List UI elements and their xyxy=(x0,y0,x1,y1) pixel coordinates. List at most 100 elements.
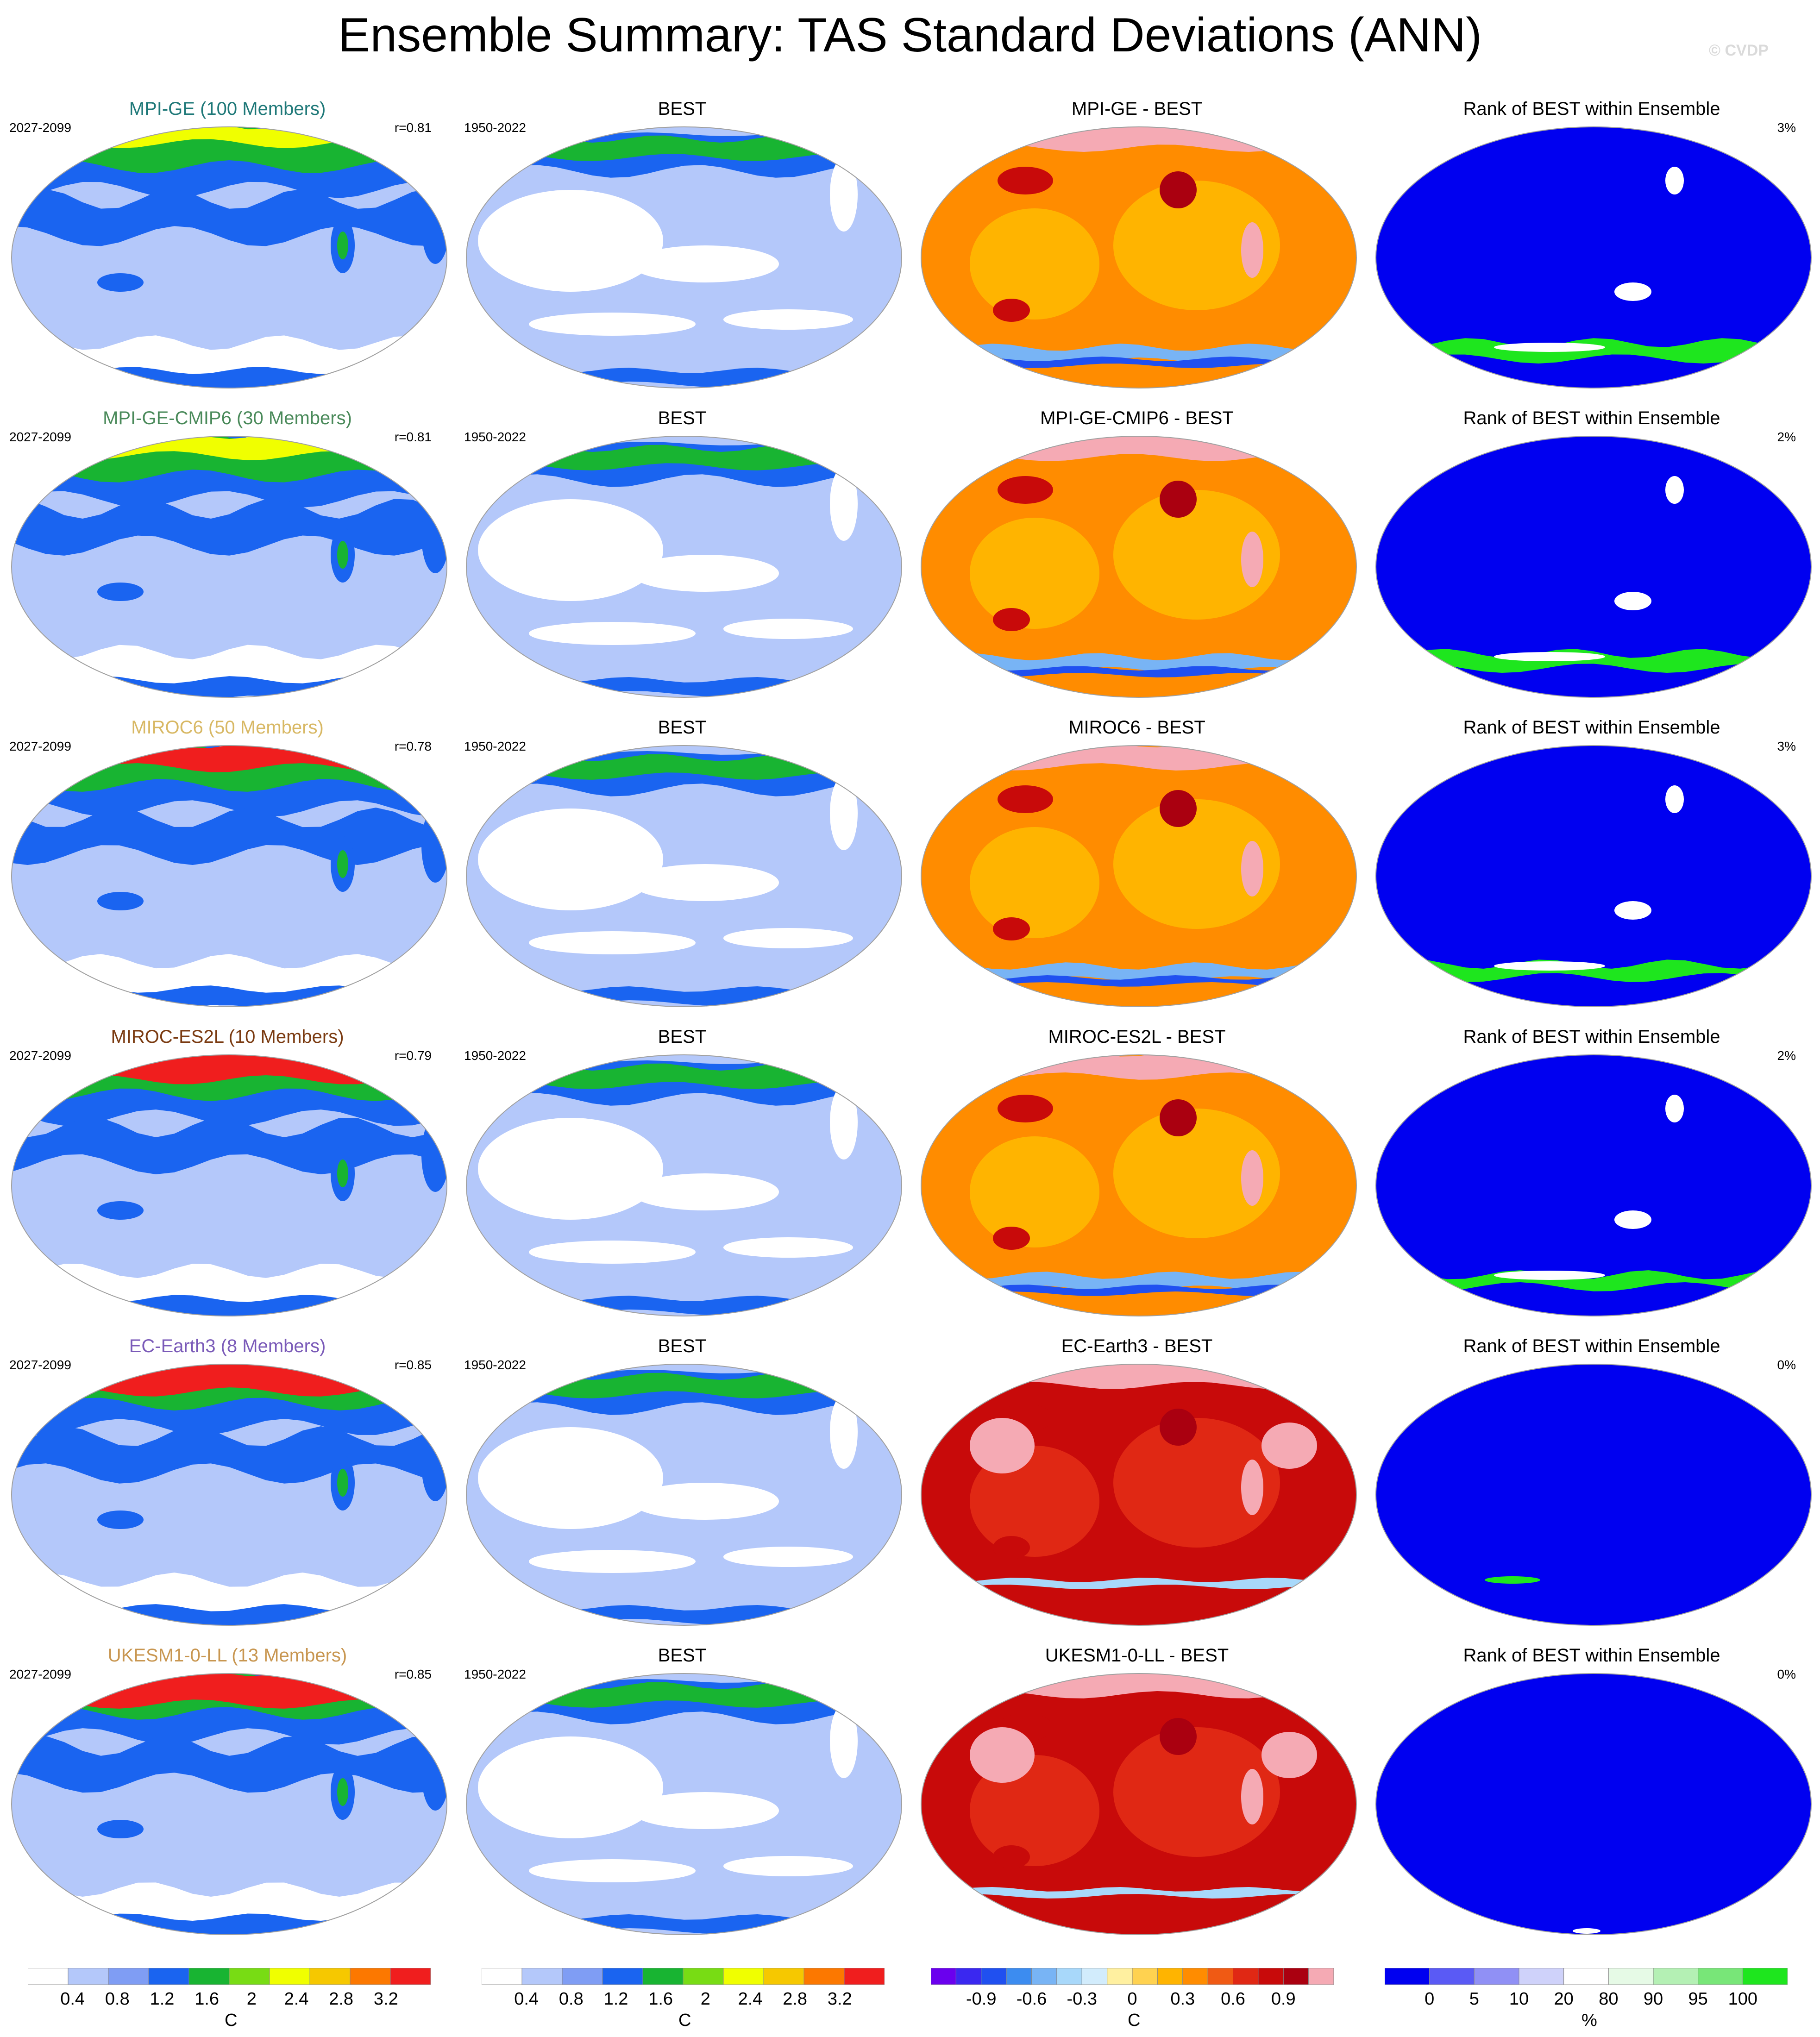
colorbar-swatch xyxy=(188,1968,230,1985)
colorbar-tick-label: 0 xyxy=(1127,1989,1137,2009)
page-title: Ensemble Summary: TAS Standard Deviation… xyxy=(338,8,1482,62)
colorbar-tick-label: -0.3 xyxy=(1067,1989,1097,2009)
colorbar-swatch xyxy=(1283,1968,1309,1985)
model-panel-stat: r=0.85 xyxy=(394,1667,432,1681)
colorbar-swatch xyxy=(1132,1968,1158,1985)
colorbar-unit: C xyxy=(225,2011,238,2030)
rank-panel: Rank of BEST within Ensemble 2% xyxy=(1364,309,1819,698)
rank-panel-map xyxy=(1375,1673,1812,1935)
colorbar-swatch xyxy=(1056,1968,1082,1985)
diff-panel-map xyxy=(921,1673,1357,1935)
colorbar-tick-label: 0 xyxy=(1425,1989,1435,2009)
rank-panel: Rank of BEST within Ensemble 3% xyxy=(1364,619,1819,1007)
colorbar-swatch xyxy=(350,1968,391,1985)
colorbar-swatch xyxy=(955,1968,982,1985)
colorbar-tick-label: 1.2 xyxy=(150,1989,175,2009)
model-panel-title: MPI-GE-CMIP6 (30 Members) xyxy=(103,408,352,428)
colorbar-swatch xyxy=(108,1968,149,1985)
model-panel: EC-Earth3 (8 Members) 2027-2099 r=0.85 xyxy=(0,1237,455,1626)
diff-panel-title: MIROC6 - BEST xyxy=(1068,717,1205,738)
rank-panel-map xyxy=(1375,1364,1812,1626)
model-panel-stat: r=0.79 xyxy=(394,1048,432,1063)
obs-panel-title: BEST xyxy=(658,1027,707,1047)
diff-panel-title: MIROC-ES2L - BEST xyxy=(1048,1027,1226,1047)
model-panel-stat: r=0.78 xyxy=(394,739,432,753)
obs-panel-title: BEST xyxy=(658,717,707,738)
rank-panel-title: Rank of BEST within Ensemble xyxy=(1463,99,1720,119)
rank-panel-stat: 2% xyxy=(1777,1048,1796,1063)
obs-panel: BEST 1950-2022 xyxy=(455,1237,910,1626)
obs-colorbar xyxy=(482,1968,885,1985)
model-panel-period: 2027-2099 xyxy=(9,430,71,444)
model-panel-stat: r=0.81 xyxy=(394,120,432,135)
colorbar-swatch xyxy=(1107,1968,1133,1985)
colorbar-swatch xyxy=(1429,1968,1475,1985)
obs-panel-map xyxy=(466,436,902,698)
diff-panel-map xyxy=(921,1054,1357,1316)
diff-panel-map xyxy=(921,126,1357,389)
model-panel-period: 2027-2099 xyxy=(9,120,71,135)
model-panel-title: EC-Earth3 (8 Members) xyxy=(129,1336,326,1356)
rank-panel-map xyxy=(1375,745,1812,1007)
model-panel-stat: r=0.81 xyxy=(394,430,432,444)
obs-panel-title: BEST xyxy=(658,1645,707,1666)
model-panel-title: UKESM1-0-LL (13 Members) xyxy=(107,1645,347,1666)
colorbar-swatch xyxy=(1519,1968,1564,1985)
rank-panel-map xyxy=(1375,126,1812,389)
model-panel: MPI-GE (100 Members) 2027-2099 r=0.81 xyxy=(0,0,455,389)
colorbar-tick-label: 0.8 xyxy=(105,1989,130,2009)
diff-panel-title: MPI-GE - BEST xyxy=(1071,99,1203,119)
colorbar-swatch xyxy=(1563,1968,1609,1985)
colorbar-tick-label: 0.8 xyxy=(559,1989,584,2009)
model-panel-period: 2027-2099 xyxy=(9,739,71,753)
obs-panel-map xyxy=(466,1673,902,1935)
colorbar-swatch xyxy=(1157,1968,1183,1985)
colorbar-tick-label: 1.6 xyxy=(648,1989,673,2009)
obs-panel: BEST 1950-2022 xyxy=(455,309,910,698)
colorbar-tick-label: -0.9 xyxy=(966,1989,997,2009)
colorbar-swatch xyxy=(602,1968,643,1985)
colorbar-swatch xyxy=(1308,1968,1334,1985)
model-panel: MPI-GE-CMIP6 (30 Members) 2027-2099 r=0.81 xyxy=(0,309,455,698)
colorbar-tick-label: 2.8 xyxy=(329,1989,354,2009)
colorbar-swatch xyxy=(683,1968,724,1985)
obs-panel-title: BEST xyxy=(658,99,707,119)
colorbar-tick-label: 95 xyxy=(1688,1989,1708,2009)
rank-panel: Rank of BEST within Ensemble 3% xyxy=(1364,0,1819,389)
colorbar-swatch xyxy=(1698,1968,1743,1985)
rank-panel: Rank of BEST within Ensemble 2% xyxy=(1364,928,1819,1316)
model-panel-period: 2027-2099 xyxy=(9,1358,71,1372)
colorbar-swatch xyxy=(1031,1968,1057,1985)
colorbar-tick-label: 1.2 xyxy=(603,1989,628,2009)
diff-panel-title: MPI-GE-CMIP6 - BEST xyxy=(1040,408,1234,428)
colorbar-swatch xyxy=(148,1968,189,1985)
colorbar-swatch xyxy=(642,1968,684,1985)
colorbar-tick-label: 0.6 xyxy=(1221,1989,1245,2009)
obs-panel: BEST 1950-2022 xyxy=(455,1547,910,1935)
rank-colorbar xyxy=(1385,1968,1788,1985)
colorbar-swatch xyxy=(28,1968,69,1985)
colorbar-swatch xyxy=(1207,1968,1233,1985)
rank-panel: Rank of BEST within Ensemble 0% xyxy=(1364,1547,1819,1935)
colorbar-swatch xyxy=(521,1968,563,1985)
diff-panel: EC-Earth3 - BEST xyxy=(910,1237,1364,1626)
model-panel: MIROC-ES2L (10 Members) 2027-2099 r=0.79 xyxy=(0,928,455,1316)
obs-panel-period: 1950-2022 xyxy=(464,1358,526,1372)
colorbar-swatch xyxy=(981,1968,1007,1985)
rank-panel-stat: 2% xyxy=(1777,430,1796,444)
obs-panel-period: 1950-2022 xyxy=(464,1667,526,1681)
colorbar-swatch xyxy=(309,1968,351,1985)
colorbar-swatch xyxy=(844,1968,885,1985)
colorbar-tick-label: 3.2 xyxy=(827,1989,852,2009)
colorbar-swatch xyxy=(1608,1968,1654,1985)
colorbar-unit: % xyxy=(1582,2011,1597,2030)
colorbar-swatch xyxy=(803,1968,845,1985)
rank-panel-title: Rank of BEST within Ensemble xyxy=(1463,408,1720,428)
model-colorbar xyxy=(28,1968,431,1985)
colorbar-swatch xyxy=(1742,1968,1788,1985)
watermark: © CVDP xyxy=(1709,42,1769,59)
model-panel-title: MIROC-ES2L (10 Members) xyxy=(111,1027,344,1047)
colorbar-tick-label: 1.6 xyxy=(195,1989,220,2009)
model-panel-stat: r=0.85 xyxy=(394,1358,432,1372)
rank-panel-title: Rank of BEST within Ensemble xyxy=(1463,717,1720,738)
